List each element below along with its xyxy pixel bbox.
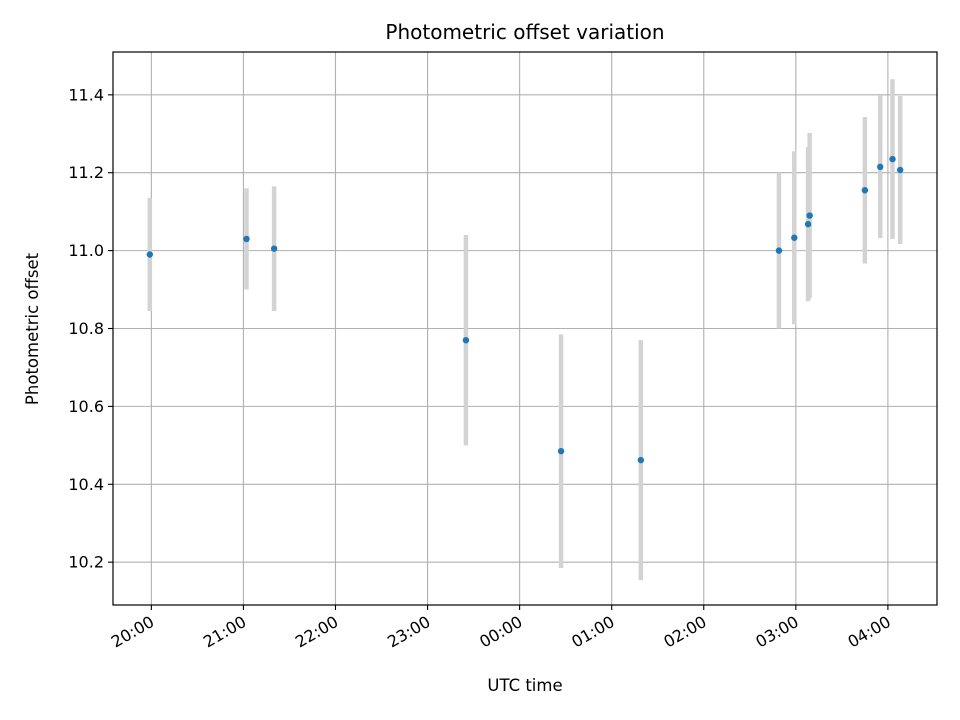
data-point	[270, 245, 278, 252]
data-point	[146, 251, 154, 258]
chart-title: Photometric offset variation	[385, 20, 664, 44]
x-axis-label: UTC time	[487, 676, 562, 695]
y-tick-label: 11.0	[68, 241, 104, 260]
data-point	[806, 212, 813, 219]
data-point	[889, 155, 896, 163]
data-point	[896, 166, 904, 174]
data-point	[861, 187, 869, 194]
y-tick-label: 10.4	[68, 475, 104, 494]
y-tick-label: 10.8	[68, 319, 104, 338]
data-point	[637, 456, 645, 464]
data-point	[557, 447, 565, 455]
data-point	[462, 336, 470, 344]
data-point	[877, 163, 884, 171]
data-point	[804, 220, 812, 228]
data-point	[775, 247, 783, 254]
y-tick-label: 11.4	[68, 85, 104, 104]
y-axis-label: Photometric offset	[23, 252, 42, 405]
data-point	[243, 235, 250, 243]
data-point	[791, 234, 798, 241]
y-tick-label: 10.2	[68, 553, 104, 572]
grid	[113, 52, 937, 605]
y-tick-label: 10.6	[68, 397, 104, 416]
data-points	[146, 155, 904, 464]
y-tick-label: 11.2	[68, 163, 104, 182]
